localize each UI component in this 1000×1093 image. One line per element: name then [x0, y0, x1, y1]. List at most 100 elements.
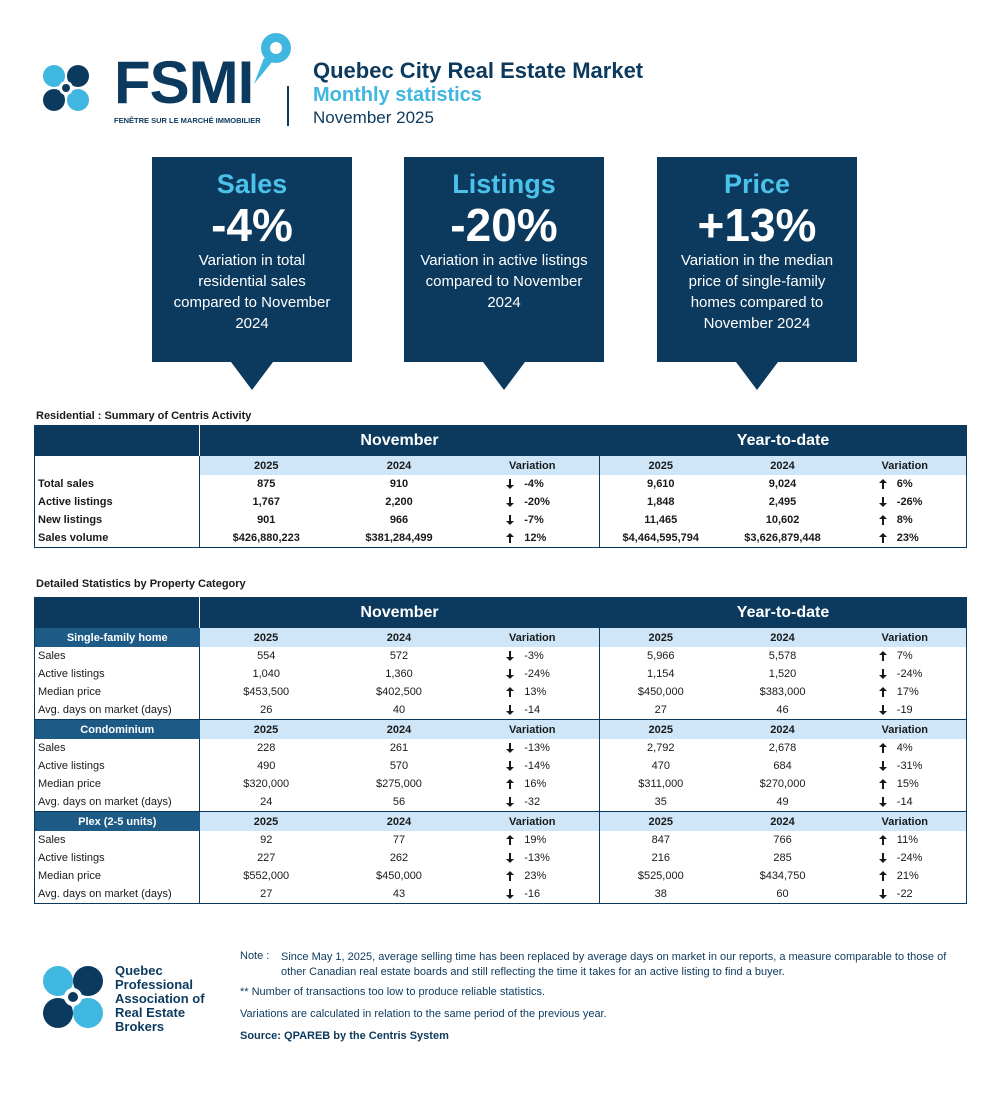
period: November 2025 — [313, 108, 434, 127]
cell: 570 — [333, 757, 466, 775]
cell: $450,000 — [333, 867, 466, 885]
arrow-down — [506, 797, 515, 808]
cell: 901 — [200, 511, 333, 529]
group-row: November Year-to-date — [34, 597, 967, 628]
arrow-down — [506, 853, 515, 864]
data-row: Sales volume $426,880,223 $381,284,499 12% $… — [34, 529, 967, 548]
row-label: Total sales — [34, 475, 200, 493]
value: 56 — [392, 796, 406, 808]
variation: -3% — [524, 650, 544, 662]
value: 92 — [260, 834, 273, 846]
value: 24 — [260, 796, 273, 808]
cell: 2,792 — [599, 739, 722, 757]
qpareb-icon — [43, 966, 103, 1028]
value: 26 — [260, 704, 273, 716]
cell: 910 — [333, 475, 466, 493]
group-row: November Year-to-date — [34, 425, 967, 456]
cell: 11,465 — [599, 511, 722, 529]
row-label: Median price — [34, 683, 200, 701]
blank — [34, 456, 200, 475]
cell: 1,767 — [200, 493, 333, 511]
cell: -16 — [466, 885, 600, 904]
footnote: ** Number of transactions too low to pro… — [240, 986, 546, 998]
value: 10,602 — [765, 514, 800, 526]
arrow-down — [506, 889, 515, 900]
cell: 27 — [599, 701, 722, 720]
cell: 56 — [333, 793, 466, 812]
column-header: Variation — [843, 811, 967, 831]
arrow-down — [506, 651, 515, 662]
cell: 40 — [333, 701, 466, 720]
arrow-down — [506, 669, 515, 680]
value: $383,000 — [759, 686, 806, 698]
cell: 12% — [466, 529, 600, 548]
value: 847 — [651, 834, 670, 846]
note-label: Note : — [240, 950, 270, 962]
variation: -14 — [896, 796, 913, 808]
cell: 60 — [722, 885, 844, 904]
cell: -13% — [466, 739, 600, 757]
value: 966 — [389, 514, 409, 526]
column-header: Variation — [465, 628, 600, 647]
cell: 875 — [200, 475, 333, 493]
cell: 490 — [200, 757, 333, 775]
data-row: Median price $320,000 $275,000 16% $311,000 $… — [34, 775, 967, 793]
group-header: Year-to-date — [599, 425, 967, 456]
cell: 23% — [466, 867, 600, 885]
data-row: Avg. days on market (days) 27 43 -16 38 60 -22 — [34, 885, 967, 904]
divider — [287, 86, 289, 126]
cell: -31% — [844, 757, 967, 775]
cell: -32 — [466, 793, 600, 812]
summary-title: Residential : Summary of Centris Activit… — [36, 410, 252, 422]
value: 570 — [389, 760, 409, 772]
variation: 16% — [524, 778, 547, 790]
section-header-row: Single-family home 2025 2024 Variation 2025 2… — [34, 628, 967, 647]
variation: -26% — [896, 496, 923, 508]
column-header: 2024 — [721, 811, 844, 831]
cell: 572 — [333, 647, 466, 665]
arrow-up — [878, 533, 887, 544]
cell: $453,500 — [200, 683, 333, 701]
data-row: Avg. days on market (days) 24 56 -32 35 49 -14 — [34, 793, 967, 812]
cell: $320,000 — [200, 775, 333, 793]
cell: 2,678 — [722, 739, 844, 757]
cell: 26 — [200, 701, 333, 720]
column-header: 2024 — [721, 628, 844, 647]
variation: 23% — [896, 532, 919, 544]
callout: Sales -4% Variation in total residential s… — [152, 157, 352, 390]
cell: -20% — [466, 493, 600, 511]
value: $434,750 — [759, 870, 806, 882]
column-header: 2024 — [332, 811, 466, 831]
cell: $3,626,879,448 — [722, 529, 844, 548]
callout-value: -20% — [450, 199, 558, 251]
cell: $311,000 — [599, 775, 722, 793]
value: 228 — [257, 742, 276, 754]
cell: $426,880,223 — [200, 529, 333, 548]
arrow-up — [878, 515, 887, 526]
value: 2,495 — [768, 496, 797, 508]
variation: -13% — [524, 742, 550, 754]
cell: 1,154 — [599, 665, 722, 683]
section-header-row: Plex (2-5 units) 2025 2024 Variation 2025 202… — [34, 811, 967, 831]
arrow-down — [506, 761, 515, 772]
row-label: Sales — [34, 739, 200, 757]
cell: $525,000 — [599, 867, 722, 885]
cell: 4% — [844, 739, 967, 757]
cell: $383,000 — [722, 683, 844, 701]
cell: $270,000 — [722, 775, 844, 793]
column-header: 2024 — [721, 456, 844, 475]
cell: 77 — [333, 831, 466, 849]
callout-value: -4% — [211, 199, 293, 251]
variation: 19% — [524, 834, 547, 846]
value: 262 — [389, 852, 409, 864]
fsmi-icon — [43, 65, 89, 111]
column-header: 2025 — [599, 628, 722, 647]
value: $311,000 — [638, 778, 684, 790]
note-text: Since May 1, 2025, average selling time … — [281, 951, 947, 978]
value: 11,465 — [644, 514, 678, 526]
value: 554 — [257, 650, 276, 662]
variation: 21% — [896, 870, 919, 882]
cell: 7% — [844, 647, 967, 665]
cell: 6% — [844, 475, 967, 493]
